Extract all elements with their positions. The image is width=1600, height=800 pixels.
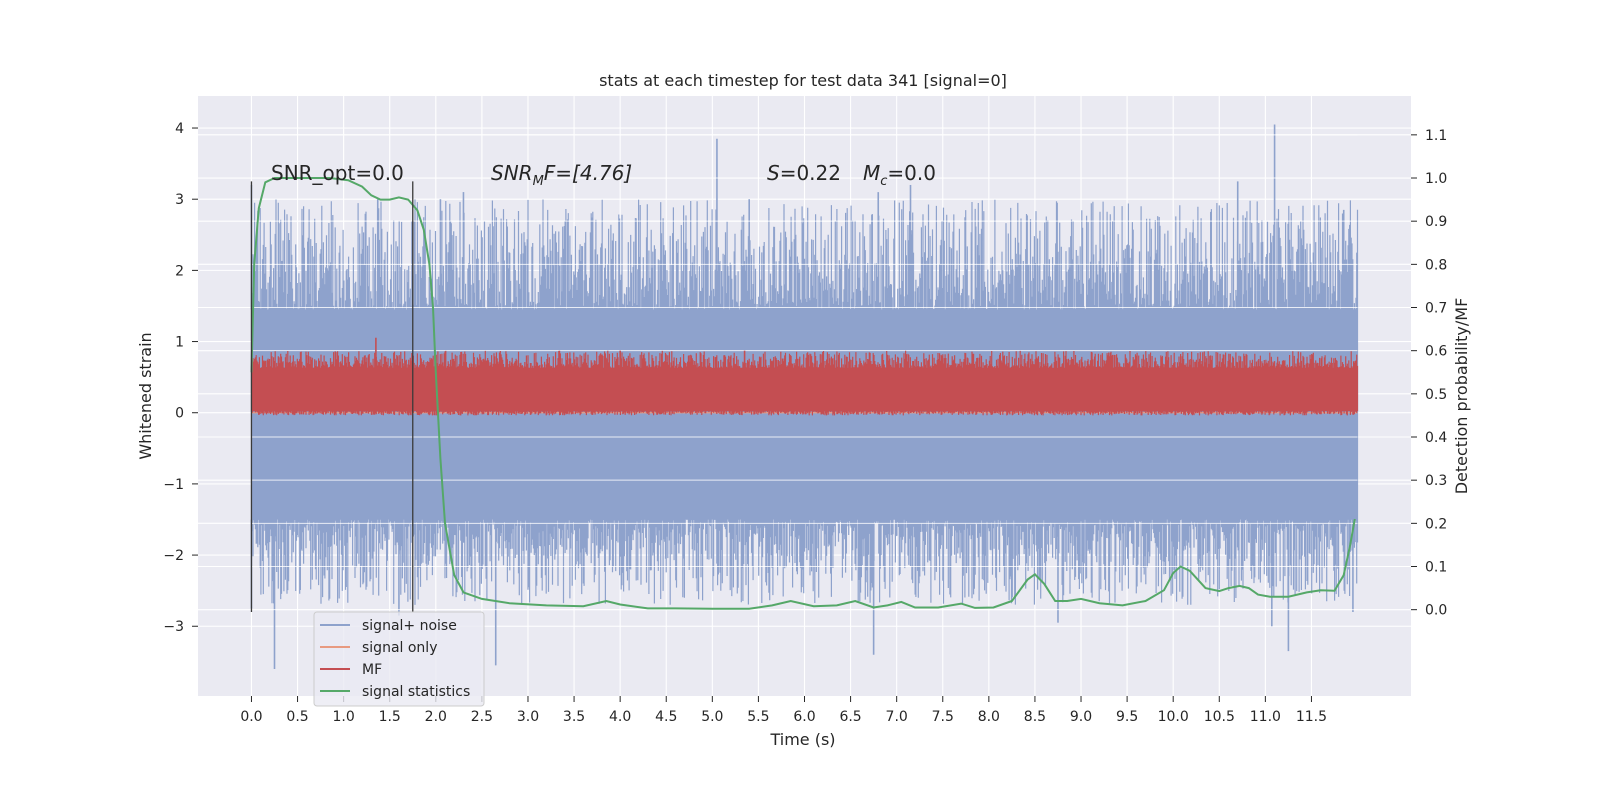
- y-right-tick-label-1: 0.1: [1425, 560, 1447, 576]
- y-right-tick-label-3: 0.3: [1425, 473, 1447, 489]
- x-tick-label-18: 9.0: [1070, 709, 1092, 725]
- y-left-tick-label-7: 4: [175, 121, 184, 137]
- x-tick-label-4: 2.0: [425, 709, 447, 725]
- legend-box: [313, 611, 485, 707]
- y-left-tick-label-6: 3: [175, 192, 184, 208]
- y-right-tick-label-4: 0.4: [1425, 430, 1447, 446]
- mc-sub: c: [880, 174, 887, 189]
- y-left-tick-label-0: −3: [163, 619, 184, 635]
- legend-label-signal-noise: signal+ noise: [362, 618, 457, 634]
- y-axis-right-label: Detection probability/MF: [1452, 298, 1471, 495]
- vertical-markers: [250, 181, 414, 613]
- x-axis-ticks: 0.0 0.5 1.0 1.5 2.0 2.5 3.0 3.5 4.0 4.5 5.0 5.5 6.0 6…: [240, 696, 1327, 725]
- y-right-tick-label-10: 1.0: [1425, 171, 1447, 187]
- y-right-tick-label-8: 0.8: [1425, 257, 1447, 273]
- s-value: =0.22: [780, 161, 841, 185]
- x-tick-label-0: 0.0: [240, 709, 262, 725]
- x-tick-label-22: 11.0: [1250, 709, 1281, 725]
- x-tick-label-16: 8.0: [978, 709, 1000, 725]
- y-left-tick-label-2: −1: [163, 477, 184, 493]
- series-layer: [250, 124, 1359, 669]
- x-tick-label-12: 6.0: [793, 709, 815, 725]
- mc-name: M: [863, 161, 880, 185]
- snr-mf-name: SNR: [491, 161, 533, 185]
- x-tick-label-17: 8.5: [1024, 709, 1046, 725]
- x-tick-label-8: 4.0: [609, 709, 631, 725]
- mc-value: =0.0: [887, 161, 936, 185]
- x-tick-label-20: 10.0: [1158, 709, 1189, 725]
- x-tick-label-19: 9.5: [1116, 709, 1138, 725]
- legend-label-mf: MF: [362, 662, 382, 678]
- y-axis-left-label: Whitened strain: [136, 332, 155, 459]
- y-axis-right-ticks: 0.0 0.1 0.2 0.3 0.4 0.5 0.6 0.7 0.8 0.9 1.0 1.1: [1411, 128, 1447, 619]
- x-axis-label: Time (s): [769, 730, 835, 749]
- x-tick-label-14: 7.0: [886, 709, 908, 725]
- s-name: S: [767, 161, 780, 185]
- x-tick-label-7: 3.5: [563, 709, 585, 725]
- y-axis-left-ticks: −3 −2 −1 0 1 2 3 4: [163, 121, 198, 635]
- x-tick-label-9: 4.5: [655, 709, 677, 725]
- y-right-tick-label-5: 0.5: [1425, 387, 1447, 403]
- snr-mf-sub: M: [533, 174, 544, 189]
- y-right-tick-label-0: 0.0: [1425, 603, 1447, 619]
- y-left-tick-label-1: −2: [163, 548, 184, 564]
- y-left-tick-label-5: 2: [175, 263, 184, 279]
- x-tick-label-5: 2.5: [471, 709, 493, 725]
- legend: signal+ noise signal only MF signal stat…: [313, 611, 485, 707]
- series-3-line: [250, 177, 1356, 610]
- snr-mf-rest: F=[4.76]: [544, 161, 632, 185]
- x-tick-label-11: 5.5: [747, 709, 769, 725]
- s-mc-annotation: S=0.22 Mc=0.0: [767, 161, 936, 189]
- y-right-tick-label-7: 0.7: [1425, 301, 1447, 317]
- x-tick-label-6: 3.0: [517, 709, 539, 725]
- x-tick-label-21: 10.5: [1204, 709, 1235, 725]
- y-right-tick-label-6: 0.6: [1425, 344, 1447, 360]
- legend-label-signal-only: signal only: [362, 640, 437, 656]
- y-right-tick-label-9: 0.9: [1425, 214, 1447, 230]
- x-tick-label-15: 7.5: [932, 709, 954, 725]
- y-left-tick-label-3: 0: [175, 406, 184, 422]
- x-tick-label-2: 1.0: [333, 709, 355, 725]
- x-tick-label-3: 1.5: [379, 709, 401, 725]
- snr-opt-annotation: SNR_opt=0.0: [271, 161, 404, 185]
- y-right-tick-label-2: 0.2: [1425, 516, 1447, 532]
- x-tick-label-13: 6.5: [839, 709, 861, 725]
- x-tick-label-23: 11.5: [1296, 709, 1327, 725]
- y-left-tick-label-4: 1: [175, 335, 184, 351]
- x-tick-label-10: 5.0: [701, 709, 723, 725]
- snr-mf-annotation: SNRMF=[4.76]: [491, 161, 632, 189]
- x-tick-label-1: 0.5: [286, 709, 308, 725]
- y-right-tick-label-11: 1.1: [1425, 128, 1447, 144]
- chart-title: stats at each timestep for test data 341…: [599, 71, 1007, 90]
- legend-label-signal-statistics: signal statistics: [362, 684, 470, 700]
